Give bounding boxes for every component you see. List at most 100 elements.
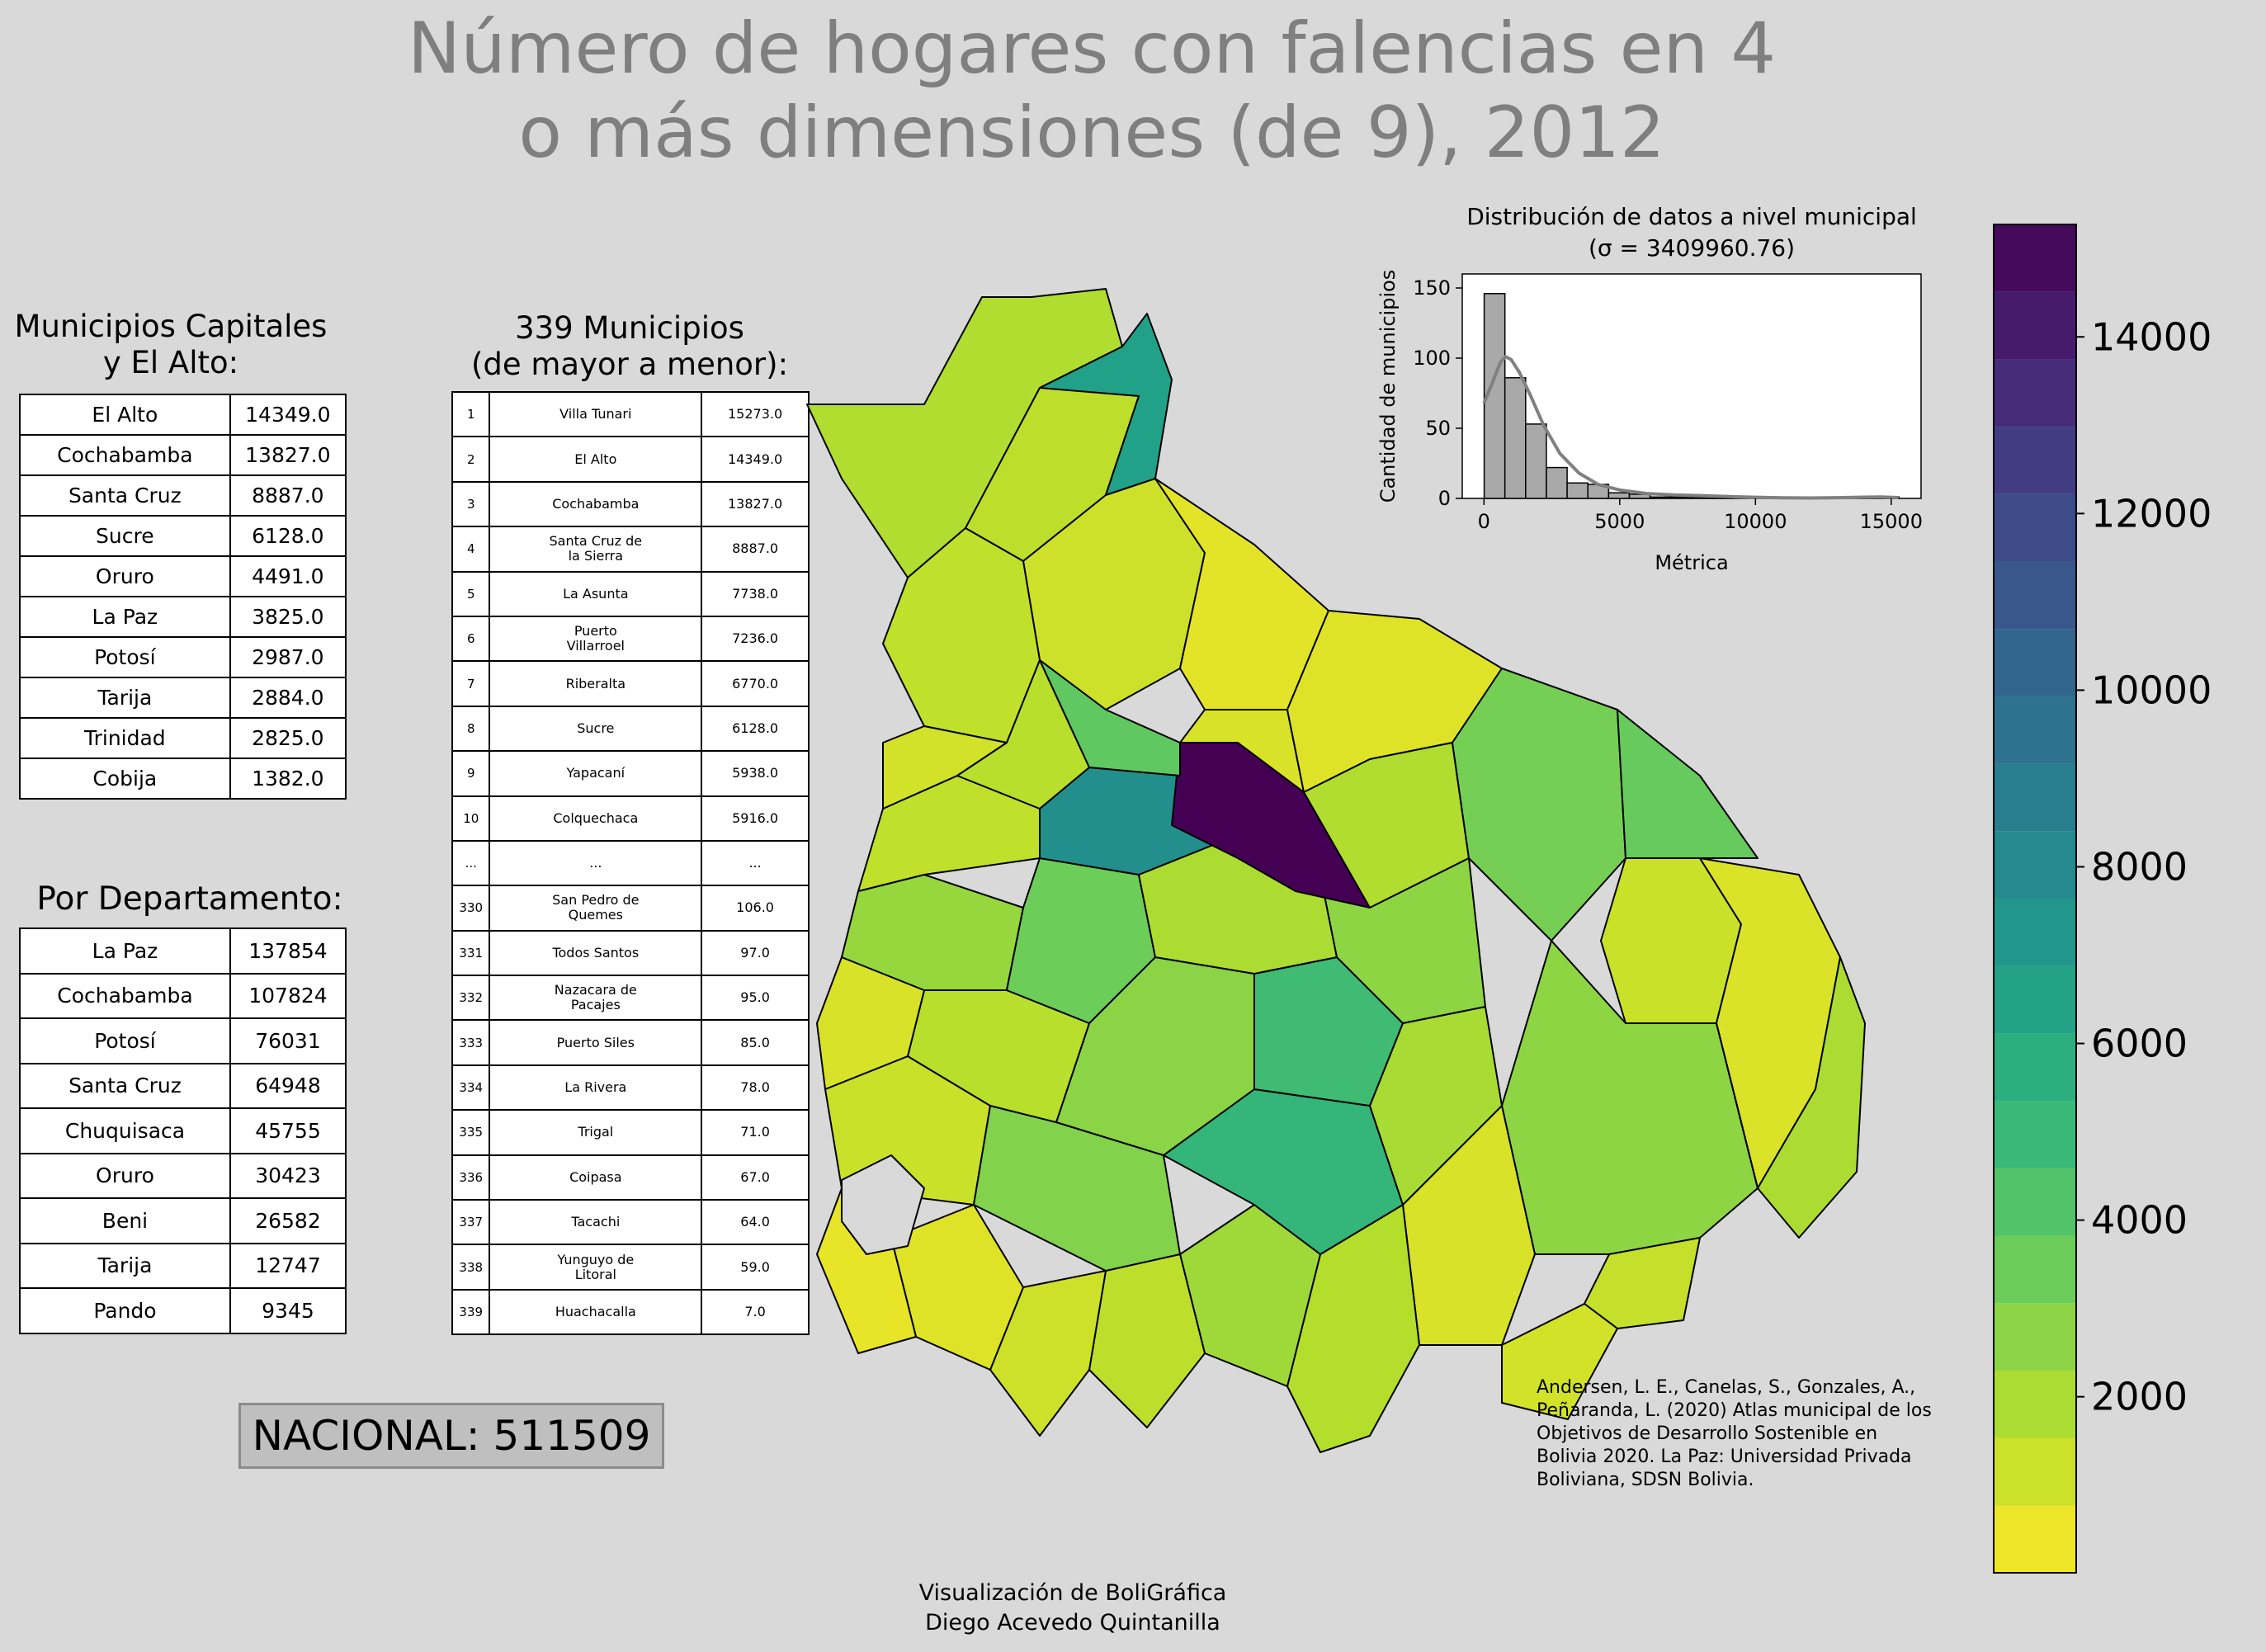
table-row: 337 Tacachi 64.0 [451,1199,810,1246]
table-cell: 9345 [229,1287,347,1334]
table-row: Cochabamba 107824 [19,972,347,1019]
histogram-x-tick-label: 0 [1478,510,1490,533]
histogram-x-tick-label: 10000 [1724,510,1787,533]
table-row: Potosí 2987.0 [19,636,347,678]
table-cell: 5 [451,570,491,617]
table-cell: 71.0 [701,1109,810,1156]
table-cell: Potosí [19,1017,231,1064]
municipios-title-line-2: (de mayor a menor): [470,347,789,382]
colorbar-level [1994,1235,2076,1304]
table-row: Oruro 4491.0 [19,555,347,597]
municipality-region [1716,956,1866,1239]
histogram-x-label: Métrica [1655,551,1728,574]
table-cell: Oruro [19,555,231,597]
colorbar-tick-label: 10000 [2091,668,2212,712]
municipality-region [1039,659,1181,776]
table-row: 2 El Alto 14349.0 [451,436,810,483]
source-citation: Andersen, L. E., Canelas, S., Gonzales, … [1537,1377,1932,1490]
table-row: 334 La Rivera 78.0 [451,1064,810,1112]
table-row: 7 Riberalta 6770.0 [451,660,810,707]
histogram-bar [1649,496,1672,499]
table-cell: Santa Cruz [19,1062,231,1109]
municipality-region [1617,709,1759,859]
histogram-inset: Distribución de datos a nivel municipal … [1370,203,1947,586]
table-cell: 85.0 [701,1019,810,1066]
table-cell: 97.0 [701,929,810,977]
municipios-title: 339 Municipios (de mayor a menor): [450,310,810,383]
municipality-region [1501,1303,1618,1420]
histogram-x-tick-label: 15000 [1860,510,1923,533]
colorbar-level [1994,1437,2076,1506]
table-cell: 2825.0 [229,717,347,759]
table-cell: 13827.0 [229,434,347,476]
table-cell: La Paz [19,927,231,975]
table-cell: La Asunta [489,570,703,617]
table-row: Trinidad 2825.0 [19,717,347,759]
table-cell: Potosí [19,636,231,678]
table-cell: 59.0 [701,1244,810,1291]
table-cell: El Alto [19,394,231,436]
table-cell: El Alto [489,436,703,483]
histogram-bar [1607,492,1631,499]
lake-no-data [841,1154,925,1255]
table-cell: Todos Santos [489,929,703,977]
table-cell: ... [451,839,491,887]
table-row: 5 La Asunta 7738.0 [451,570,810,617]
colorbar-level [1994,427,2076,494]
table-cell: 95.0 [701,975,810,1022]
table-row: Potosí 76031 [19,1017,347,1064]
colorbar-tick-label: 12000 [2091,491,2212,536]
table-row: 335 Trigal 71.0 [451,1109,810,1156]
table-cell: Tarija [19,1242,231,1289]
table-cell: 3825.0 [229,596,347,638]
table-row: El Alto 14349.0 [19,394,347,436]
colorbar-tick-label: 4000 [2091,1198,2188,1243]
table-cell: Cobija [19,758,231,800]
table-cell: Tacachi [489,1199,703,1246]
table-cell: Santa Cruz [19,474,231,517]
municipios-table: 1 Villa Tunari 15273.0 2 El Alto 14349.0 3 Coch… [451,390,810,1336]
visualization-credit: Visualización de BoliGráfica Diego Aceve… [825,1579,1320,1638]
colorbar-levels [1994,224,2076,1573]
capitals-title: Municipios Capitales y El Alto: [0,309,342,381]
table-row: Pando 9345 [19,1287,347,1334]
table-cell: 2 [451,436,491,483]
table-row: Oruro 30423 [19,1152,347,1199]
table-row: Santa Cruz 8887.0 [19,474,347,517]
table-cell: 26582 [229,1197,347,1244]
colorbar-level [1994,629,2076,696]
table-cell: 15273.0 [701,390,810,438]
map-regions [806,288,1866,1453]
table-cell: Puerto Villarroel [489,615,703,663]
table-row: La Paz 137854 [19,927,347,975]
table-cell: 64.0 [701,1199,810,1246]
table-row: 333 Puerto Siles 85.0 [451,1019,810,1066]
table-cell: 8 [451,705,491,753]
table-cell: Puerto Siles [489,1019,703,1066]
table-row: La Paz 3825.0 [19,596,347,638]
table-cell: 6128.0 [701,705,810,753]
colorbar-tick-label: 14000 [2091,314,2212,359]
table-cell: ... [701,839,810,887]
histogram-title-line-1: Distribución de datos a nivel municipal [1466,206,1917,230]
table-cell: San Pedro de Quemes [489,885,703,932]
histogram-x-tick-label: 5000 [1594,510,1645,533]
table-cell: 5938.0 [701,750,810,797]
table-row: ......... [451,839,810,887]
kde-curve [1482,354,1899,500]
table-row: 330 San Pedro de Quemes 106.0 [451,885,810,932]
table-cell: 338 [451,1244,491,1291]
table-row: 3 Cochabamba 13827.0 [451,480,810,528]
table-cell: 3 [451,480,491,528]
colorbar-level [1994,493,2076,562]
chart-title-line-1: Número de hogares con falencias en 4 [407,7,1777,90]
colorbar-frame [1993,224,2077,1574]
table-row: Beni 26582 [19,1197,347,1244]
municipality-region [1039,313,1173,496]
colorbar-level [1994,1101,2076,1168]
departments-title: Por Departamento: [36,880,343,918]
table-cell: Trinidad [19,717,231,759]
table-cell: Yunguyo de Litoral [489,1244,703,1291]
chart-title: Número de hogares con falencias en 4 o m… [0,7,2183,175]
table-cell: 137854 [229,927,347,975]
